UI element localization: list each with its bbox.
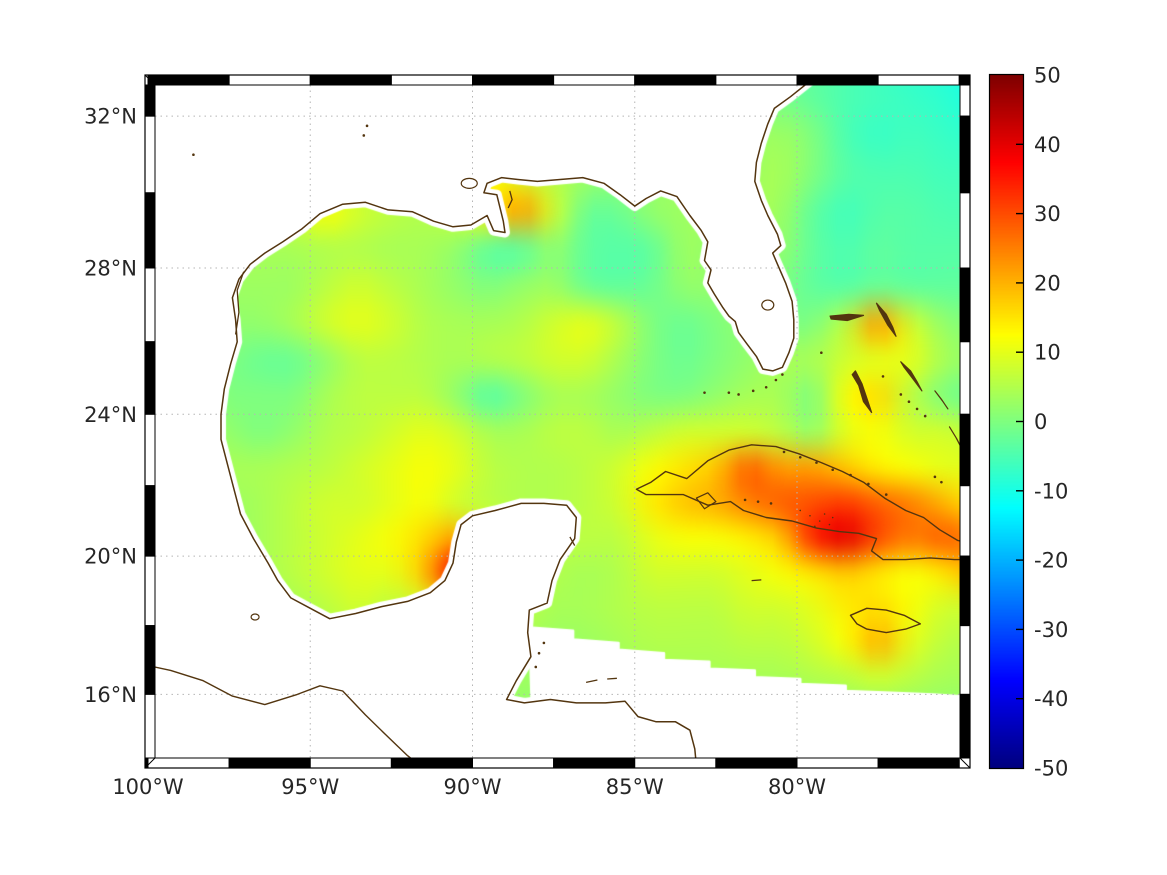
frame-bottom-segment [390,757,473,769]
colorbar-tick-label: 0 [1034,410,1047,434]
frame-left-segment [144,413,156,487]
frame-right-segment [959,341,971,415]
frame-bottom-segment [958,757,971,769]
y-axis-tick-label: 24°N [84,403,137,427]
frame-top-segment [634,74,717,86]
frame-bottom-segment [553,757,636,769]
frame-left-segment [144,485,156,557]
colorbar-tick-label: -20 [1034,549,1068,573]
frame-bottom-segment [634,757,717,769]
frame-bottom-segment [715,757,798,769]
frame-right-segment [959,84,971,117]
frame-top-segment [228,74,311,86]
y-axis-tick-label: 28°N [84,257,137,281]
colorbar-tick-label: 20 [1034,271,1061,295]
frame-bottom-segment [144,757,149,769]
frame-left-segment [144,555,156,627]
frame-corner-bevel [144,757,156,769]
frame-left-segment [144,115,156,194]
frame-top-segment [796,74,879,86]
frame-corner-bevel [959,757,971,769]
frame-left-segment [144,625,156,695]
frame-corner-bevel [144,74,156,86]
colorbar-gradient [990,75,1023,768]
frame-left-segment [144,267,156,343]
frame-right-segment [959,555,971,627]
frame-bottom-segment [796,757,879,769]
frame-top-segment [877,74,960,86]
heatmap-canvas [155,85,960,758]
frame-bottom-segment [472,757,555,769]
island-bahamas [972,459,985,471]
x-axis-tick-label: 90°W [444,775,502,799]
frame-top-segment [147,74,230,86]
frame-top-segment [553,74,636,86]
frame-top-segment [958,74,971,86]
y-axis-tick-label: 32°N [84,105,137,129]
frame-top-segment [472,74,555,86]
frame-left-segment [144,84,156,117]
frame-top-segment [309,74,392,86]
colorbar-tick-label: -10 [1034,479,1068,503]
colorbar-tick-label: -40 [1034,687,1068,711]
frame-bottom-segment [309,757,392,769]
y-axis-tick-label: 16°N [84,683,137,707]
frame-right-segment [959,485,971,557]
frame-top-segment [144,74,149,86]
y-axis-tick-label: 20°N [84,545,137,569]
x-axis-tick-label: 100°W [112,775,184,799]
colorbar-tick-label: -30 [1034,618,1068,642]
x-axis-tick-label: 85°W [606,775,664,799]
frame-left-segment [144,192,156,269]
colorbar-tick-label: -50 [1034,757,1068,781]
frame-right-segment [959,267,971,343]
colorbar-tick-label: 50 [1034,64,1061,88]
x-axis-tick-label: 95°W [281,775,339,799]
x-axis-tick-label: 80°W [768,775,826,799]
frame-right-segment [959,115,971,194]
frame-right-segment [959,413,971,487]
frame-bottom-segment [877,757,960,769]
frame-right-segment [959,192,971,269]
frame-top-segment [715,74,798,86]
frame-bottom-segment [147,757,230,769]
frame-left-segment [144,693,156,759]
colorbar-tick-label: 40 [1034,133,1061,157]
colorbar-tick-label: 10 [1034,341,1061,365]
frame-right-segment [959,693,971,759]
frame-right-segment [959,625,971,695]
colorbar-tick-label: 30 [1034,202,1061,226]
frame-corner-bevel [959,74,971,86]
frame-left-segment [144,341,156,415]
frame-bottom-segment [228,757,311,769]
frame-top-segment [390,74,473,86]
